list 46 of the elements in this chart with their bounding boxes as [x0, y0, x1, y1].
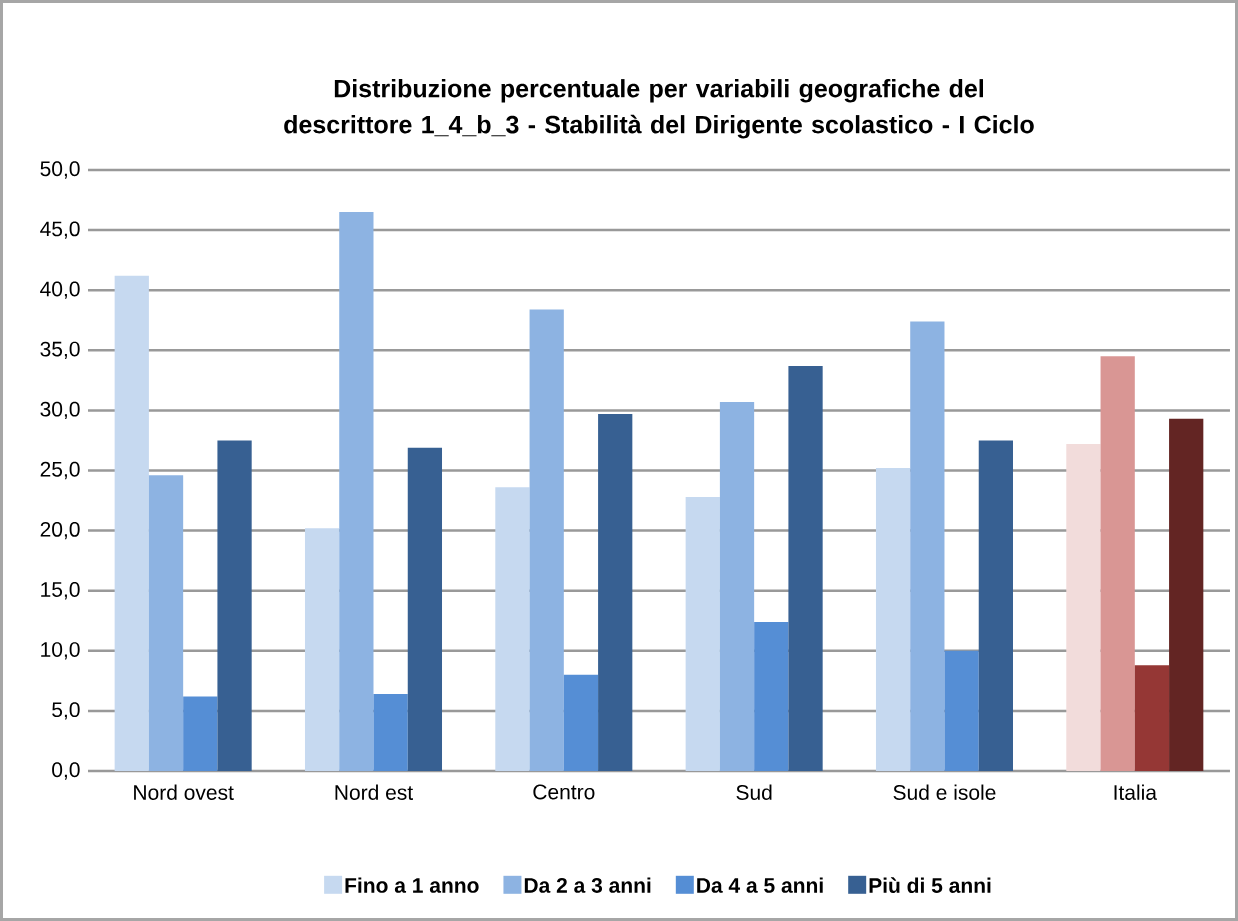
legend-label: Fino a 1 anno — [345, 877, 479, 893]
bar — [1066, 444, 1101, 771]
y-tick-label: 40,0 — [40, 281, 80, 299]
y-tick-label: 0,0 — [52, 762, 80, 780]
x-tick-label: Sud — [736, 784, 772, 800]
bar — [114, 275, 149, 771]
bar — [183, 696, 218, 771]
bar — [685, 496, 720, 771]
y-tick-label: 30,0 — [40, 401, 80, 420]
bar — [1134, 665, 1170, 771]
legend-label: Più di 5 anni — [869, 877, 991, 893]
bar — [148, 475, 184, 771]
x-tick-label: Sud e isole — [893, 784, 996, 800]
bar — [978, 440, 1013, 771]
bar — [1169, 418, 1204, 771]
bar — [910, 321, 945, 771]
bar — [563, 674, 599, 771]
bar — [944, 650, 979, 771]
bar — [407, 447, 443, 771]
legend-label: Da 4 a 5 anni — [697, 877, 823, 893]
bar — [217, 440, 252, 771]
bar — [875, 468, 911, 771]
bar — [598, 414, 633, 771]
bar — [373, 694, 408, 771]
y-tick-label: 20,0 — [40, 521, 80, 540]
bar — [1100, 356, 1135, 771]
x-tick-label: Italia — [1114, 784, 1157, 800]
bar — [529, 309, 564, 771]
legend-label: Da 2 a 3 anni — [524, 877, 651, 893]
bar — [304, 528, 340, 771]
y-tick-label: 45,0 — [40, 221, 80, 239]
bar — [788, 365, 823, 771]
y-tick-label: 25,0 — [40, 461, 80, 480]
y-tick-label: 5,0 — [52, 702, 80, 720]
y-tick-label: 10,0 — [41, 642, 80, 660]
x-tick-label: Centro — [533, 784, 595, 800]
y-tick-label: 50,0 — [40, 161, 80, 179]
bar — [754, 621, 789, 771]
bar — [719, 401, 755, 771]
y-tick-label: 35,0 — [40, 341, 80, 359]
bar — [495, 487, 530, 771]
y-tick-label: 15,0 — [41, 582, 80, 600]
x-tick-label: Nord est — [335, 784, 413, 800]
chart-title: Distribuzione percentuale per variabili geografiche del descrittore 1_4_b_3 - Stabilità del Dirigente scolastico - I Ciclo — [284, 79, 1034, 139]
bar — [339, 212, 374, 771]
x-tick-label: Nord ovest — [134, 784, 234, 800]
